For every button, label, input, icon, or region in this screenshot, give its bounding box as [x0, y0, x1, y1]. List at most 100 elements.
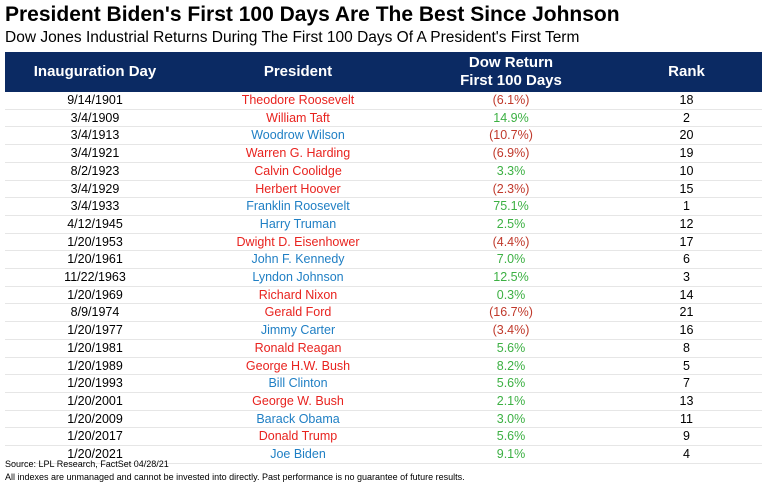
table-row: 9/14/1901 Theodore Roosevelt (6.1%) 18: [5, 92, 762, 110]
table-row: 1/20/1989 George H.W. Bush 8.2% 5: [5, 357, 762, 376]
cell-rank: 12: [611, 215, 762, 234]
cell-president: Theodore Roosevelt: [185, 92, 411, 110]
cell-inauguration-day: 11/22/1963: [5, 268, 185, 287]
cell-dow-return: 75.1%: [411, 197, 611, 216]
cell-rank: 20: [611, 126, 762, 146]
cell-dow-return: 3.0%: [411, 410, 611, 429]
cell-rank: 3: [611, 268, 762, 287]
cell-president: Herbert Hoover: [185, 180, 411, 199]
cell-president: Lyndon Johnson: [185, 268, 411, 287]
table-row: 3/4/1921 Warren G. Harding (6.9%) 19: [5, 144, 762, 163]
cell-rank: 19: [611, 144, 762, 163]
table-row: 3/4/1933 Franklin Roosevelt 75.1% 1: [5, 197, 762, 216]
cell-dow-return: 5.6%: [411, 374, 611, 393]
table-row: 1/20/1981 Ronald Reagan 5.6% 8: [5, 339, 762, 358]
table-body: 9/14/1901 Theodore Roosevelt (6.1%) 18 3/4/1…: [5, 92, 762, 464]
cell-rank: 10: [611, 162, 762, 181]
cell-president: Jimmy Carter: [185, 321, 411, 340]
cell-inauguration-day: 1/20/1989: [5, 357, 185, 376]
cell-dow-return: 9.1%: [411, 445, 611, 464]
cell-rank: 6: [611, 250, 762, 270]
cell-dow-return: (6.9%): [411, 144, 611, 163]
cell-dow-return: 0.3%: [411, 286, 611, 305]
cell-president: Warren G. Harding: [185, 144, 411, 163]
cell-rank: 9: [611, 427, 762, 447]
cell-president: Gerald Ford: [185, 303, 411, 323]
cell-rank: 11: [611, 410, 762, 429]
cell-rank: 4: [611, 445, 762, 464]
cell-rank: 14: [611, 286, 762, 305]
cell-dow-return: (10.7%): [411, 126, 611, 146]
cell-rank: 18: [611, 92, 762, 110]
table-row: 1/20/1977 Jimmy Carter (3.4%) 16: [5, 321, 762, 340]
table-row: 1/20/1953 Dwight D. Eisenhower (4.4%) 17: [5, 233, 762, 252]
chart-subtitle: Dow Jones Industrial Returns During The …: [5, 29, 580, 46]
table-row: 4/12/1945 Harry Truman 2.5% 12: [5, 215, 762, 234]
table-row: 3/4/1929 Herbert Hoover (2.3%) 15: [5, 180, 762, 199]
cell-inauguration-day: 1/20/2017: [5, 427, 185, 447]
cell-president: Ronald Reagan: [185, 339, 411, 358]
table-row: 11/22/1963 Lyndon Johnson 12.5% 3: [5, 268, 762, 287]
cell-dow-return: (3.4%): [411, 321, 611, 340]
cell-inauguration-day: 1/20/2001: [5, 392, 185, 411]
cell-dow-return: (6.1%): [411, 92, 611, 110]
table-row: 1/20/1969 Richard Nixon 0.3% 14: [5, 286, 762, 305]
table-row: 8/2/1923 Calvin Coolidge 3.3% 10: [5, 162, 762, 181]
cell-president: John F. Kennedy: [185, 250, 411, 270]
cell-rank: 5: [611, 357, 762, 376]
cell-inauguration-day: 3/4/1929: [5, 180, 185, 199]
table-row: 1/20/2017 Donald Trump 5.6% 9: [5, 427, 762, 447]
cell-president: Barack Obama: [185, 410, 411, 429]
cell-president: Donald Trump: [185, 427, 411, 447]
cell-rank: 8: [611, 339, 762, 358]
cell-dow-return: (2.3%): [411, 180, 611, 199]
cell-president: Calvin Coolidge: [185, 162, 411, 181]
cell-rank: 21: [611, 303, 762, 323]
cell-dow-return: 5.6%: [411, 339, 611, 358]
cell-dow-return: 5.6%: [411, 427, 611, 447]
cell-dow-return: 8.2%: [411, 357, 611, 376]
cell-dow-return: (4.4%): [411, 233, 611, 252]
table-row: 8/9/1974 Gerald Ford (16.7%) 21: [5, 303, 762, 323]
cell-president: Dwight D. Eisenhower: [185, 233, 411, 252]
cell-president: George H.W. Bush: [185, 357, 411, 376]
chart-title: President Biden's First 100 Days Are The…: [5, 3, 620, 26]
cell-president: Richard Nixon: [185, 286, 411, 305]
cell-dow-return: 7.0%: [411, 250, 611, 270]
cell-rank: 17: [611, 233, 762, 252]
cell-inauguration-day: 9/14/1901: [5, 92, 185, 110]
cell-president: Bill Clinton: [185, 374, 411, 393]
cell-inauguration-day: 1/20/1961: [5, 250, 185, 270]
table-header-row: Inauguration Day President Dow Return Fi…: [5, 52, 762, 92]
cell-inauguration-day: 1/20/1969: [5, 286, 185, 305]
cell-rank: 15: [611, 180, 762, 199]
cell-inauguration-day: 1/20/1993: [5, 374, 185, 393]
cell-inauguration-day: 8/9/1974: [5, 303, 185, 323]
cell-dow-return: 2.5%: [411, 215, 611, 234]
disclaimer-note: All indexes are unmanaged and cannot be …: [5, 472, 465, 482]
cell-president: George W. Bush: [185, 392, 411, 411]
cell-inauguration-day: 3/4/1921: [5, 144, 185, 163]
cell-dow-return: 3.3%: [411, 162, 611, 181]
cell-inauguration-day: 1/20/2021: [5, 445, 185, 464]
source-note: Source: LPL Research, FactSet 04/28/21: [5, 459, 169, 469]
cell-president: Joe Biden: [185, 445, 411, 464]
cell-inauguration-day: 1/20/1981: [5, 339, 185, 358]
cell-inauguration-day: 1/20/1977: [5, 321, 185, 340]
cell-inauguration-day: 1/20/2009: [5, 410, 185, 429]
table-row: 3/4/1913 Woodrow Wilson (10.7%) 20: [5, 126, 762, 146]
header-inauguration-day: Inauguration Day: [5, 52, 185, 92]
cell-dow-return: 2.1%: [411, 392, 611, 411]
cell-rank: 7: [611, 374, 762, 393]
cell-rank: 2: [611, 109, 762, 128]
cell-inauguration-day: 4/12/1945: [5, 215, 185, 234]
table-row: 1/20/1993 Bill Clinton 5.6% 7: [5, 374, 762, 393]
cell-dow-return: (16.7%): [411, 303, 611, 323]
table-row: 1/20/1961 John F. Kennedy 7.0% 6: [5, 250, 762, 270]
table-row: 1/20/2021 Joe Biden 9.1% 4: [5, 445, 762, 464]
cell-inauguration-day: 3/4/1909: [5, 109, 185, 128]
table-row: 3/4/1909 William Taft 14.9% 2: [5, 109, 762, 128]
table-row: 1/20/2001 George W. Bush 2.1% 13: [5, 392, 762, 411]
cell-president: William Taft: [185, 109, 411, 128]
cell-president: Harry Truman: [185, 215, 411, 234]
